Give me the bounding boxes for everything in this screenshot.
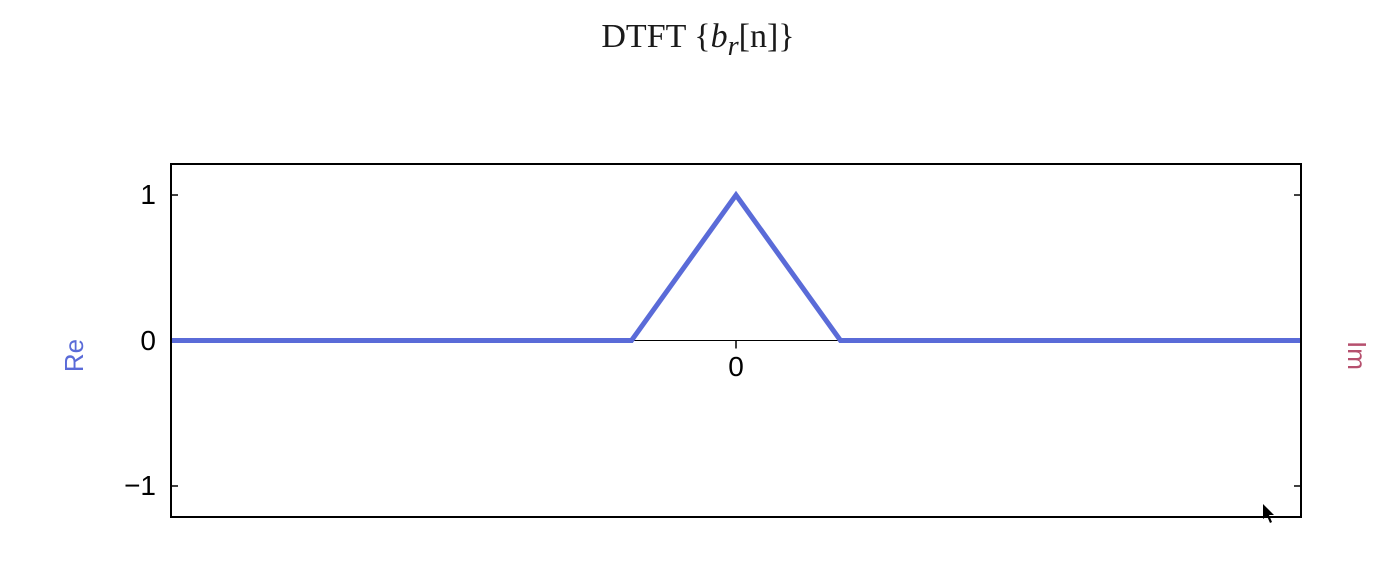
title-suffix: } <box>778 18 794 55</box>
y-axis-left-label: Re <box>59 339 90 372</box>
chart-title: DTFT {br[n]} <box>0 18 1396 63</box>
tick-label: −1 <box>124 470 156 502</box>
title-sub: r <box>728 31 739 62</box>
plot-area <box>170 163 1302 518</box>
title-prefix: DTFT { <box>601 18 710 55</box>
title-var: b <box>711 18 728 55</box>
plot-svg <box>170 163 1302 518</box>
tick-label: 1 <box>140 179 156 211</box>
title-arg: [n] <box>739 18 779 55</box>
y-axis-right-label: Im <box>1341 341 1372 370</box>
tick-label: 0 <box>140 325 156 357</box>
tick-label: 0 <box>728 351 744 383</box>
